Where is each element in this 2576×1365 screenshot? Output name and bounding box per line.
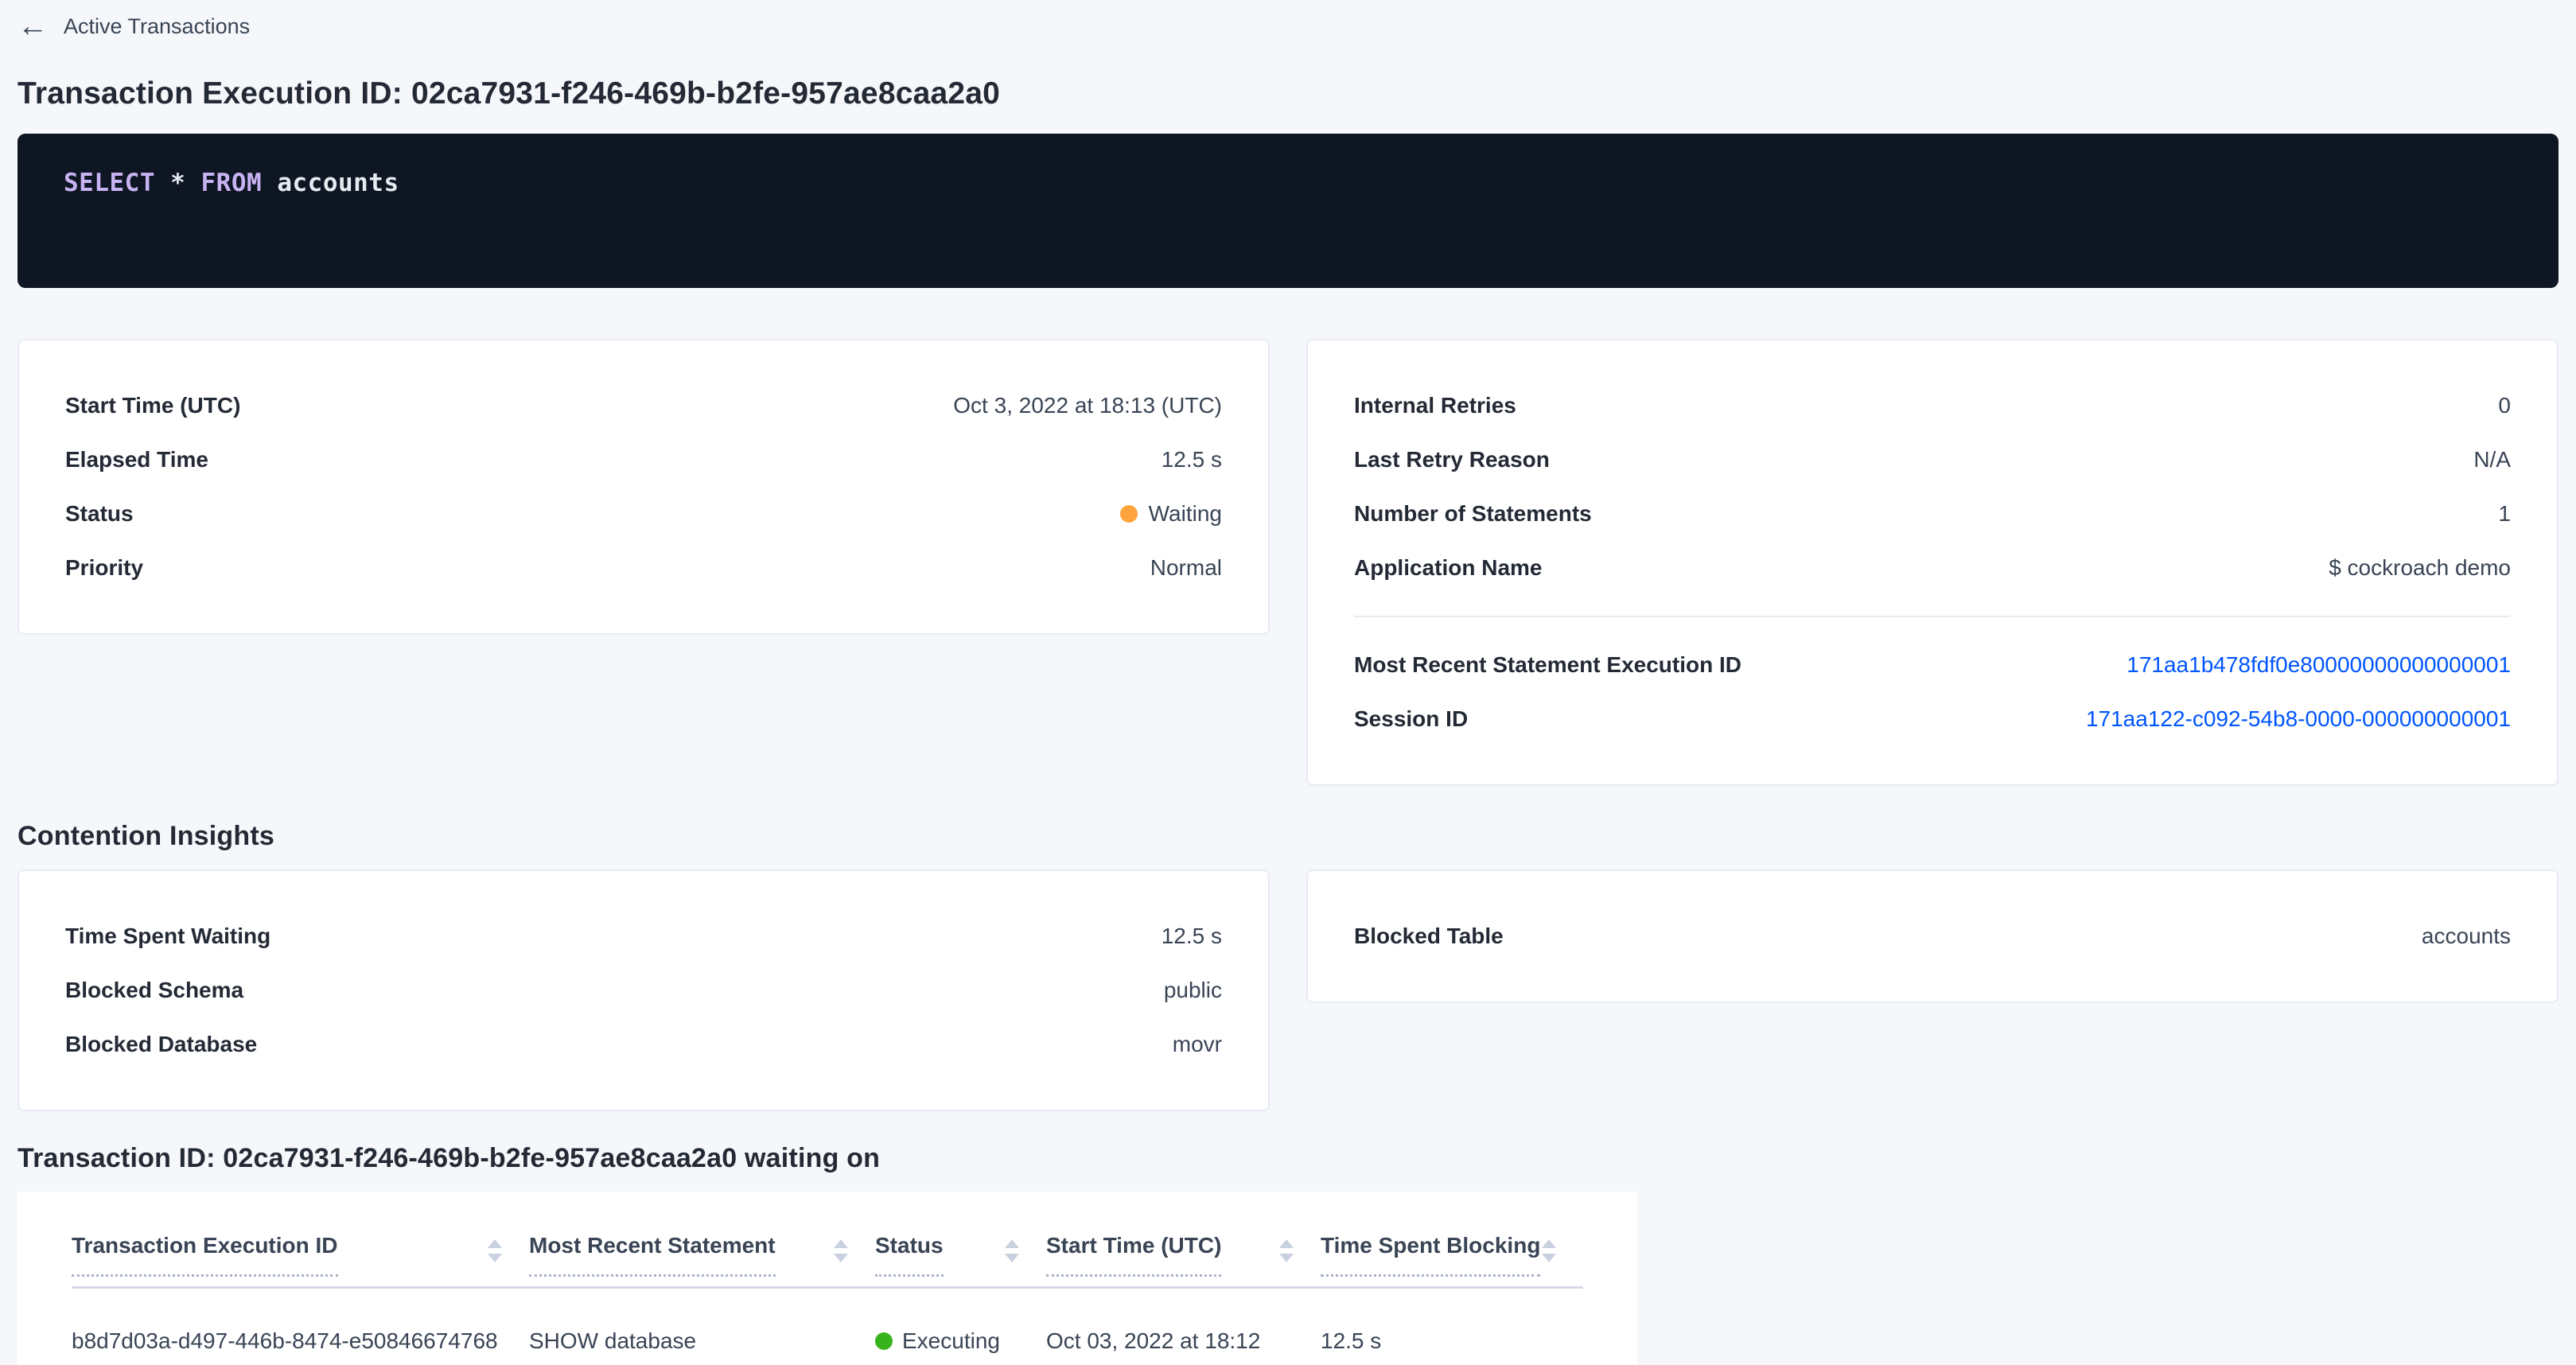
contention-insights-heading: Contention Insights (18, 821, 274, 851)
session-id-label: Session ID (1354, 706, 1469, 731)
internal-retries-label: Internal Retries (1354, 393, 1516, 418)
status-value: Waiting (1119, 500, 1222, 527)
status-dot-waiting-icon (1119, 505, 1138, 523)
priority-label: Priority (65, 555, 144, 580)
start-time-value: Oct 3, 2022 at 18:13 (UTC) (953, 393, 1222, 418)
back-link-active-transactions[interactable]: ← Active Transactions (18, 0, 250, 41)
time-spent-waiting-row: Time Spent Waiting 12.5 s (65, 909, 1222, 963)
table-row: b8d7d03a-d497-446b-8474-e50846674768 SHO… (72, 1287, 1583, 1365)
application-name-row: Application Name $ cockroach demo (1354, 541, 2511, 595)
blocked-schema-value: public (1163, 978, 1222, 1002)
sql-keyword-select: SELECT (64, 169, 155, 197)
column-header-most-recent-statement[interactable]: Most Recent Statement (529, 1192, 875, 1289)
sql-keyword-from: FROM (200, 169, 263, 197)
statement-execution-id-row: Most Recent Statement Execution ID 171aa… (1354, 638, 2511, 692)
number-of-statements-row: Number of Statements 1 (1354, 487, 2511, 541)
last-retry-reason-label: Last Retry Reason (1354, 447, 1550, 472)
column-header-start-time[interactable]: Start Time (UTC) (1046, 1192, 1321, 1289)
time-spent-waiting-label: Time Spent Waiting (65, 924, 271, 948)
page-title: Transaction Execution ID: 02ca7931-f246-… (18, 76, 1001, 111)
blocked-database-row: Blocked Database movr (65, 1017, 1222, 1071)
start-time-label: Start Time (UTC) (65, 393, 241, 418)
waiting-on-table-card: Transaction Execution ID Most Recent Sta… (18, 1192, 1637, 1365)
column-header-transaction-execution-id[interactable]: Transaction Execution ID (72, 1192, 529, 1289)
column-label: Most Recent Statement (529, 1233, 776, 1277)
sort-icon[interactable] (488, 1239, 502, 1262)
cell-most-recent-statement: SHOW database (529, 1287, 875, 1365)
elapsed-time-row: Elapsed Time 12.5 s (65, 433, 1222, 487)
priority-row: Priority Normal (65, 541, 1222, 595)
sort-icon[interactable] (1279, 1239, 1294, 1262)
blocked-table-value: accounts (2421, 924, 2511, 948)
application-name-value: $ cockroach demo (2329, 555, 2511, 580)
elapsed-time-value: 12.5 s (1161, 447, 1222, 472)
internal-retries-value: 0 (2498, 393, 2511, 418)
session-id-link[interactable]: 171aa122-c092-54b8-0000-000000000001 (2085, 706, 2511, 731)
sql-statement: SELECT * FROM accounts (64, 169, 2512, 197)
blocked-database-value: movr (1172, 1032, 1222, 1056)
blocked-table-card: Blocked Table accounts (1306, 869, 2558, 1003)
card-divider (1354, 616, 2511, 617)
start-time-row: Start Time (UTC) Oct 3, 2022 at 18:13 (U… (65, 379, 1222, 433)
contention-cards-row: Time Spent Waiting 12.5 s Blocked Schema… (18, 869, 2558, 1111)
waiting-on-table: Transaction Execution ID Most Recent Sta… (72, 1192, 1583, 1365)
sort-icon[interactable] (1542, 1239, 1556, 1262)
column-header-time-spent-blocking[interactable]: Time Spent Blocking (1321, 1192, 1583, 1289)
number-of-statements-value: 1 (2498, 501, 2511, 526)
blocked-table-label: Blocked Table (1354, 924, 1504, 948)
internal-retries-row: Internal Retries 0 (1354, 379, 2511, 433)
cell-time-spent-blocking: 12.5 s (1321, 1287, 1583, 1365)
contention-details-card: Time Spent Waiting 12.5 s Blocked Schema… (18, 869, 1270, 1111)
cell-start-time: Oct 03, 2022 at 18:12 (1046, 1287, 1321, 1365)
status-label: Status (65, 501, 134, 526)
cell-transaction-execution-id: b8d7d03a-d497-446b-8474-e50846674768 (72, 1287, 529, 1365)
elapsed-time-label: Elapsed Time (65, 447, 209, 472)
statement-execution-id-label: Most Recent Statement Execution ID (1354, 652, 1741, 677)
back-link-label: Active Transactions (64, 14, 251, 38)
sql-table-name: accounts (277, 169, 399, 197)
waiting-on-heading: Transaction ID: 02ca7931-f246-469b-b2fe-… (18, 1143, 881, 1173)
cell-status: Executing (875, 1287, 1046, 1365)
sort-icon[interactable] (1005, 1239, 1019, 1262)
table-header-row: Transaction Execution ID Most Recent Sta… (72, 1192, 1583, 1289)
statement-summary-card: Internal Retries 0 Last Retry Reason N/A… (1306, 339, 2558, 786)
last-retry-reason-row: Last Retry Reason N/A (1354, 433, 2511, 487)
sql-statement-box: SELECT * FROM accounts (18, 134, 2558, 288)
time-spent-waiting-value: 12.5 s (1161, 924, 1222, 948)
blocked-table-row: Blocked Table accounts (1354, 909, 2511, 963)
column-label: Transaction Execution ID (72, 1233, 338, 1277)
summary-cards-row: Start Time (UTC) Oct 3, 2022 at 18:13 (U… (18, 339, 2558, 786)
last-retry-reason-value: N/A (2473, 447, 2511, 472)
priority-value: Normal (1150, 555, 1222, 580)
application-name-label: Application Name (1354, 555, 1543, 580)
back-arrow-icon: ← (18, 10, 48, 43)
sort-icon[interactable] (834, 1239, 848, 1262)
sql-star: * (170, 169, 186, 197)
status-row: Status Waiting (65, 487, 1222, 541)
column-label: Status (875, 1233, 944, 1277)
transaction-summary-card: Start Time (UTC) Oct 3, 2022 at 18:13 (U… (18, 339, 1270, 635)
column-header-status[interactable]: Status (875, 1192, 1046, 1289)
status-text: Executing (902, 1328, 1000, 1353)
blocked-database-label: Blocked Database (65, 1032, 258, 1056)
status-dot-executing-icon (875, 1332, 893, 1350)
blocked-schema-label: Blocked Schema (65, 978, 244, 1002)
statement-execution-id-link[interactable]: 171aa1b478fdf0e80000000000000001 (2127, 652, 2511, 677)
column-label: Time Spent Blocking (1321, 1233, 1541, 1277)
column-label: Start Time (UTC) (1046, 1233, 1222, 1277)
session-id-row: Session ID 171aa122-c092-54b8-0000-00000… (1354, 692, 2511, 746)
blocked-schema-row: Blocked Schema public (65, 963, 1222, 1017)
number-of-statements-label: Number of Statements (1354, 501, 1592, 526)
status-text: Waiting (1148, 501, 1222, 526)
